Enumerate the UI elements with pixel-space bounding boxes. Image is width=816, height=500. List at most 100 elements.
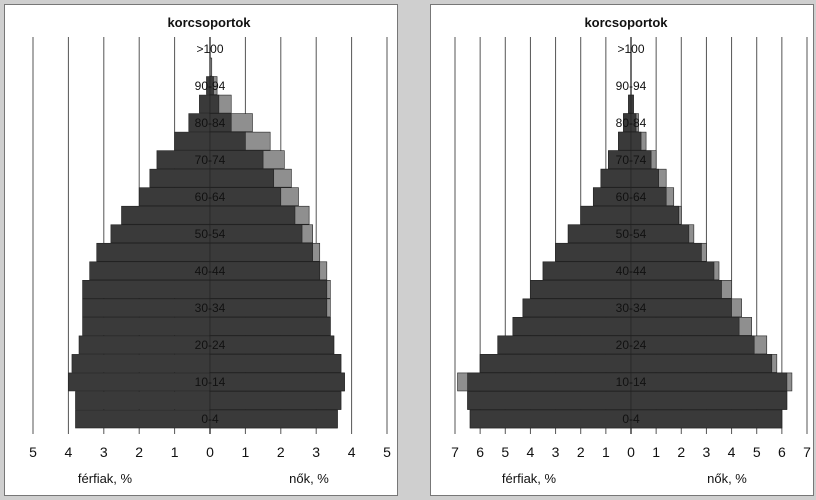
x-tick-label: 4 [527,444,535,460]
x-tick-label: 1 [242,444,250,460]
x-tick-label: 1 [171,444,179,460]
category-label: 90-94 [195,79,226,93]
x-tick-label: 6 [476,444,484,460]
bar-male-55-59 [121,205,211,225]
chart-title: korcsoportok [584,15,668,30]
x-tick-label: 6 [778,444,786,460]
bar-male-20-24 [497,335,632,355]
bar-male-20-24 [78,335,211,355]
bar-male-65-69 [149,168,211,188]
x-tick-label: 3 [703,444,711,460]
x-tick-label: 4 [65,444,73,460]
x-tick-label: 2 [135,444,143,460]
bar-male-45-49 [555,242,632,262]
category-label: 50-54 [195,227,226,241]
x-tick-label: 3 [312,444,320,460]
bar-female-20-24 [630,335,755,355]
bar-female-65-69 [209,168,275,188]
bar-female-80-84 [209,113,232,132]
bar-male-25-29 [82,317,211,336]
bar-female-5-9 [630,391,788,410]
bar-female-60-64 [630,187,667,207]
x-tick-label: 2 [577,444,585,460]
x-tick-label: 5 [383,444,391,460]
x-tick-label: 4 [348,444,356,460]
category-label: 80-84 [195,116,226,130]
population-pyramid-left-panel: korcsoportok 0-4 10-14 20-24 30-34 40-44 50-5… [4,4,398,496]
bar-male-85-89 [199,94,211,114]
bar-female-70-74 [209,150,264,169]
category-label: 20-24 [616,338,647,352]
bar-female-35-39 [209,280,328,299]
bar-male-15-19 [71,354,211,373]
x-tick-label: 7 [451,444,459,460]
bar-female-10-14 [630,372,788,392]
x-tick-label: 1 [652,444,660,460]
bar-female-45-49 [209,242,313,262]
bar-male-35-39 [530,280,632,299]
bar-female-30-34 [209,298,328,318]
x-axis-label-women: nők, % [707,471,747,486]
bar-female-30-34 [630,298,732,318]
bar-female-60-64 [209,187,282,207]
bar-female-55-59 [209,205,296,225]
bar-female-40-44 [209,261,321,281]
bar-female-5-9 [209,391,342,410]
bar-male-35-39 [82,280,211,299]
x-tick-label: 5 [29,444,37,460]
x-axis-label-women: nők, % [289,471,329,486]
bar-male-5-9 [75,391,211,410]
category-label: 50-54 [616,227,647,241]
population-pyramid-right-panel: korcsoportok 0-4 10-14 20-24 30-34 40-44 50-5… [430,4,814,496]
bar-male-25-29 [512,317,632,336]
category-label: 10-14 [195,375,226,389]
category-label: 40-44 [616,264,647,278]
population-pyramid-right: korcsoportok 0-4 10-14 20-24 30-34 40-44 50-5… [451,15,811,486]
population-pyramid-left: korcsoportok 0-4 10-14 20-24 30-34 40-44 50-5… [29,15,391,486]
bar-female-65-69 [630,168,659,188]
bar-female-50-54 [630,224,690,244]
x-tick-label: 0 [627,444,635,460]
bar-female-10-14 [209,372,345,392]
bar-female-25-29 [209,317,331,336]
bar-female-20-24 [209,335,335,355]
bar-female-35-39 [630,280,722,299]
category-label: 10-14 [616,375,647,389]
x-tick-label: 1 [602,444,610,460]
bar-female-90-94 [209,76,214,95]
bar-male-15-19 [479,354,632,373]
bar-female-55-59 [630,205,680,225]
bar-female-45-49 [630,242,702,262]
bar-male-45-49 [96,242,211,262]
bar-male-10-14 [467,372,632,392]
x-tick-label: 7 [803,444,811,460]
bar-female-75-79 [630,131,642,151]
bar-female-15-19 [209,354,342,373]
bar-female-0-4 [630,409,783,429]
bar-male-0-4 [469,409,632,429]
bar-female-25-29 [630,317,740,336]
bar-male-40-44 [89,261,211,281]
category-label: 60-64 [616,190,647,204]
category-label: 70-74 [616,153,647,167]
bar-female-85-89 [630,94,634,114]
chart-title: korcsoportok [167,15,251,30]
category-label: 80-84 [616,116,647,130]
category-label: 70-74 [195,153,226,167]
category-label: 0-4 [201,412,219,426]
x-axis-label-men: férfiak, % [78,471,133,486]
bar-female-excess-95-99 [209,57,213,77]
x-tick-label: 3 [100,444,108,460]
bar-male-85-89 [628,94,632,114]
category-label: 30-34 [195,301,226,315]
bar-male-65-69 [600,168,632,188]
x-tick-label: 5 [501,444,509,460]
bar-male-75-79 [618,131,632,151]
bar-female-85-89 [209,94,220,114]
bar-male-0-4 [75,409,211,429]
bar-female-70-74 [630,150,652,169]
category-label: 30-34 [616,301,647,315]
bar-male-10-14 [68,372,211,392]
x-tick-label: 5 [753,444,761,460]
category-label: >100 [196,42,223,56]
